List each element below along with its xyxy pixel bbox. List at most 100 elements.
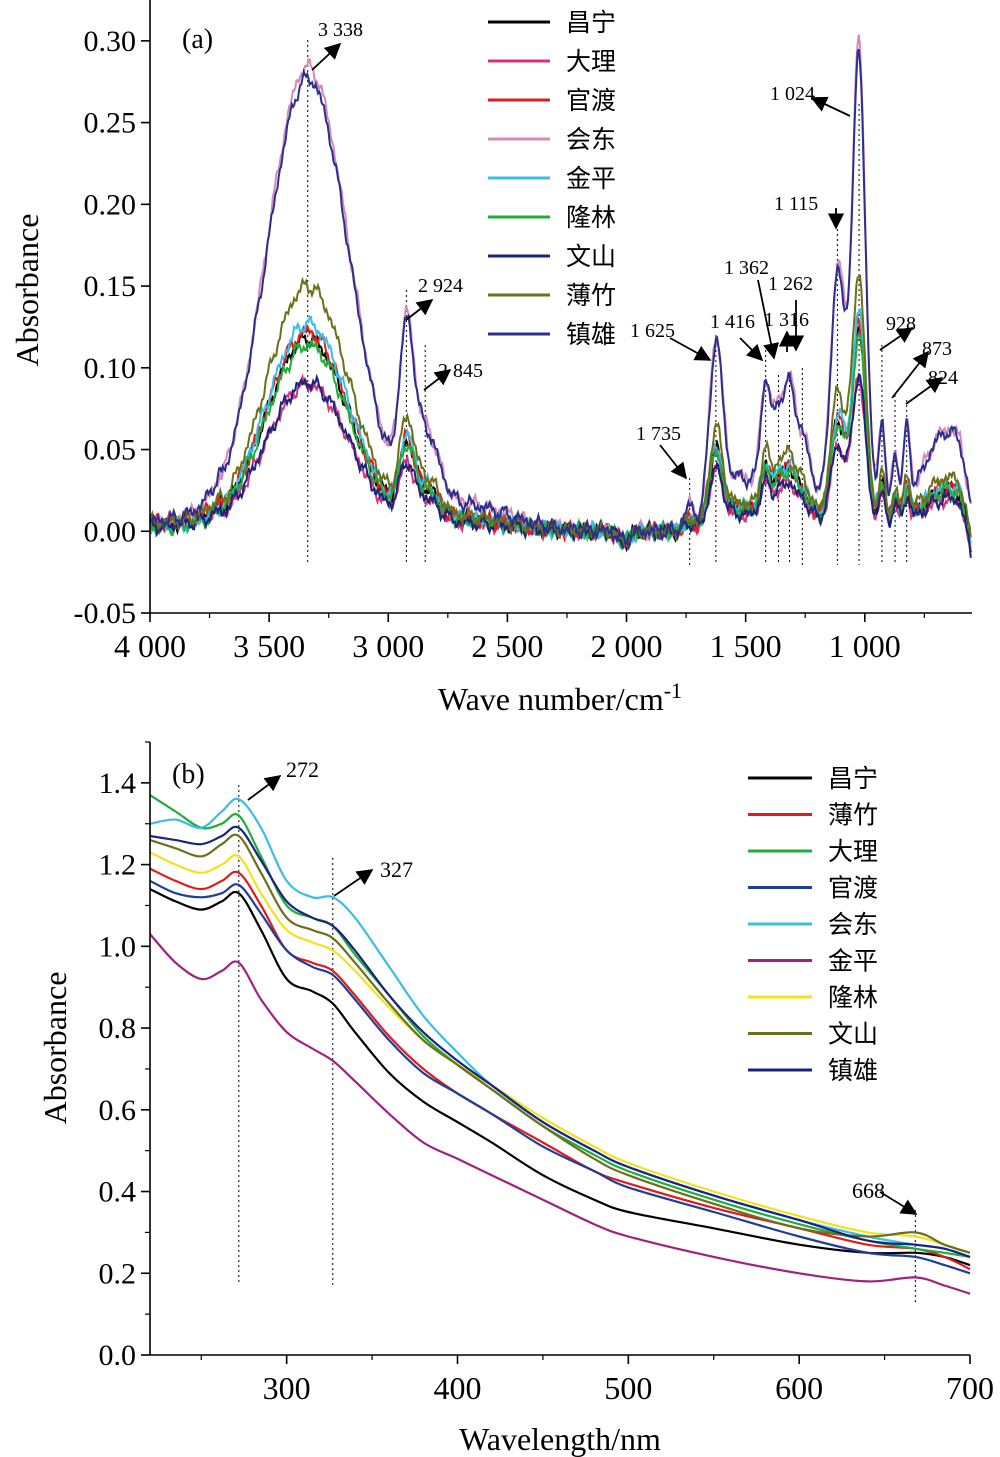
legend-entry-label: 隆林 <box>828 983 878 1012</box>
legend-entry-label: 昌宁 <box>566 8 616 37</box>
peak-label: 824 <box>928 367 958 389</box>
panel-b-x-axis-title: Wavelength/nm <box>459 1421 661 1457</box>
uv-series-line-3 <box>149 794 971 1258</box>
peak-label: 873 <box>922 338 952 360</box>
x-tick-label: 700 <box>946 1370 994 1406</box>
x-tick-label: 3 000 <box>352 628 424 664</box>
peak-arrow <box>757 279 780 360</box>
peak-arrow <box>405 299 434 321</box>
uv-series-line-4 <box>149 879 971 1275</box>
x-tick-label: 1 500 <box>710 628 782 664</box>
peak-arrow <box>333 869 374 897</box>
legend-entry-label: 镇雄 <box>566 320 616 349</box>
panel-b-ticks: 300 400 500 600 700 0.0 0.2 0.4 0.6 0.8 1.0 1.2 1.4 <box>99 741 994 1406</box>
legend-entry-label: 文山 <box>566 242 616 271</box>
y-tick-label: 0.0 <box>99 1339 137 1372</box>
peak-label: 1 362 <box>724 257 769 279</box>
x-tick-label: 2 500 <box>471 628 543 664</box>
panel-b-label: (b) <box>172 759 205 790</box>
peak-label: 1 115 <box>774 193 818 215</box>
y-tick-label: 0.05 <box>84 434 137 467</box>
peak-label: 3 338 <box>318 19 363 41</box>
uv-vis-chart: 300 400 500 600 7000.00.20.40.60.81.01.21.4 … <box>37 741 994 1457</box>
y-tick-label: 0.10 <box>84 352 137 385</box>
peak-label: 1 735 <box>636 423 681 445</box>
peak-label: 272 <box>286 757 319 782</box>
x-tick-label: 3 500 <box>233 628 305 664</box>
x-tick-label: 1 000 <box>829 628 901 664</box>
panel-b-series <box>149 794 971 1295</box>
y-tick-label: 0.00 <box>84 515 137 548</box>
panel-b-axes <box>149 742 970 1356</box>
peak-label: 1 262 <box>768 273 813 295</box>
peak-arrow <box>905 377 944 405</box>
x-tick-label: 400 <box>434 1370 482 1406</box>
legend-entry-label: 金平 <box>566 164 616 193</box>
legend-entry-label: 大理 <box>566 47 616 76</box>
ftir-series-line-4 <box>149 34 972 544</box>
legend-entry-label: 官渡 <box>566 86 616 115</box>
legend-entry-label: 隆林 <box>566 203 616 232</box>
legend-entry-label: 官渡 <box>828 874 878 903</box>
legend-entry-label: 会东 <box>828 910 878 939</box>
peak-label: 2 845 <box>438 360 483 382</box>
x-axis-title-superscript: -1 <box>664 678 682 703</box>
panel-a-y-axis-title: Absorbance <box>9 214 45 367</box>
x-tick-label: 4 000 <box>114 628 186 664</box>
legend-entry-label: 文山 <box>828 1020 878 1049</box>
legend-entry-label: 薄竹 <box>828 801 878 830</box>
uv-series-line-6 <box>149 933 971 1295</box>
peak-arrow <box>891 350 929 399</box>
peak-label: 1 024 <box>770 83 815 105</box>
peak-label: 1 625 <box>630 320 675 342</box>
x-axis-title-main: Wave number/cm <box>438 681 664 717</box>
ftir-series-line-5 <box>149 307 972 548</box>
legend-entry-label: 薄竹 <box>566 281 616 310</box>
y-tick-label: -0.05 <box>74 597 137 630</box>
y-tick-label: 0.4 <box>99 1176 137 1209</box>
peak-arrow <box>810 96 851 117</box>
y-tick-label: 0.25 <box>84 107 137 140</box>
y-tick-label: 1.4 <box>99 767 137 800</box>
panel-a-peak-annotations: 3 338 2 924 2 845 1 735 1 625 1 416 1 362 1 316… <box>311 19 958 480</box>
y-tick-label: 1.2 <box>99 849 137 882</box>
panel-a-series <box>149 34 972 558</box>
panel-a-axes <box>149 0 972 614</box>
uv-series-line-8 <box>149 833 971 1254</box>
ftir-series-line-9 <box>149 48 972 551</box>
peak-label: 1 416 <box>710 311 755 333</box>
y-tick-label: 0.15 <box>84 270 137 303</box>
y-tick-label: 0.8 <box>99 1012 137 1045</box>
panel-b-dashes <box>238 785 916 1305</box>
peak-arrow <box>879 327 914 351</box>
ftir-series-line-8 <box>149 274 972 551</box>
panel-a-x-axis-title: Wave number/cm-1 <box>438 678 682 717</box>
panel-a-ticks: 4 000 3 500 3 000 2 500 2 000 1 500 1 000 -0.05… <box>74 25 925 664</box>
panel-b-y-axis-title: Absorbance <box>37 972 73 1125</box>
uv-series-line-9 <box>149 825 971 1258</box>
peak-label: 668 <box>852 1178 885 1203</box>
panel-b-peak-annotations: 272 327 668 <box>247 757 918 1215</box>
x-tick-label: 500 <box>604 1370 652 1406</box>
y-tick-label: 0.6 <box>99 1094 137 1127</box>
peak-label: 2 924 <box>418 275 463 297</box>
legend-entry-label: 镇雄 <box>828 1056 878 1085</box>
peak-arrow <box>669 337 712 361</box>
peak-arrow <box>311 42 342 71</box>
peak-arrow <box>423 369 452 391</box>
ftir-chart: 4 000 3 500 3 000 2 500 2 000 1 500 1 000 -0.05… <box>9 0 972 717</box>
y-tick-label: 0.2 <box>99 1257 137 1290</box>
uv-series-line-1 <box>149 888 971 1267</box>
panel-a-label: (a) <box>182 24 213 55</box>
peak-label: 327 <box>380 857 413 882</box>
legend-entry-label: 大理 <box>828 837 878 866</box>
peak-label: 928 <box>886 313 916 335</box>
peak-arrow <box>659 444 688 480</box>
uv-series-line-2 <box>149 867 971 1271</box>
y-tick-label: 0.30 <box>84 25 137 58</box>
y-tick-label: 0.20 <box>84 188 137 221</box>
x-tick-label: 300 <box>263 1370 311 1406</box>
